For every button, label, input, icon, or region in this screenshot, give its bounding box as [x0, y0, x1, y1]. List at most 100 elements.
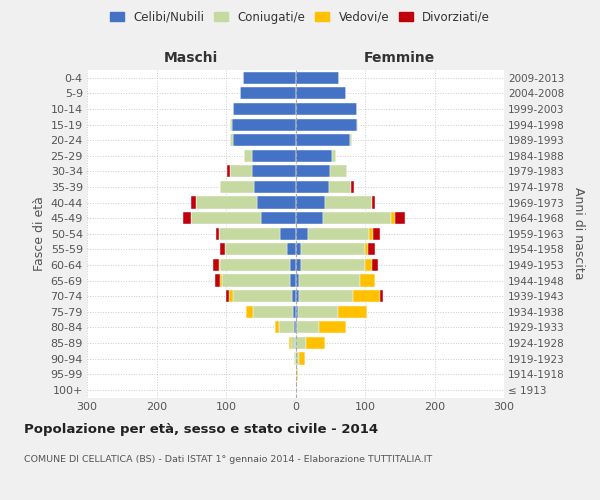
- Bar: [296, 72, 338, 84]
- Bar: [230, 134, 233, 146]
- Bar: [360, 274, 376, 286]
- Text: Femmine: Femmine: [364, 51, 436, 65]
- Bar: [325, 196, 372, 208]
- Bar: [301, 244, 365, 256]
- Bar: [332, 150, 336, 162]
- Bar: [306, 337, 325, 349]
- Bar: [295, 337, 296, 349]
- Bar: [290, 274, 296, 286]
- Bar: [279, 321, 294, 334]
- Bar: [280, 228, 296, 240]
- Bar: [219, 259, 220, 271]
- Bar: [183, 212, 191, 224]
- Bar: [296, 244, 301, 256]
- Bar: [319, 321, 346, 334]
- Bar: [296, 150, 332, 162]
- Bar: [253, 150, 296, 162]
- Bar: [351, 181, 354, 193]
- Bar: [253, 166, 296, 177]
- Text: COMUNE DI CELLATICA (BS) - Dati ISTAT 1° gennaio 2014 - Elaborazione TUTTITALIA.: COMUNE DI CELLATICA (BS) - Dati ISTAT 1°…: [24, 455, 432, 464]
- Bar: [296, 228, 308, 240]
- Bar: [296, 290, 299, 302]
- Bar: [215, 228, 219, 240]
- Bar: [293, 306, 296, 318]
- Bar: [220, 244, 224, 256]
- Bar: [240, 88, 296, 100]
- Bar: [220, 259, 290, 271]
- Bar: [214, 259, 219, 271]
- Bar: [275, 321, 279, 334]
- Bar: [289, 337, 290, 349]
- Bar: [294, 352, 296, 364]
- Bar: [296, 196, 325, 208]
- Bar: [297, 321, 319, 334]
- Bar: [301, 259, 365, 271]
- Bar: [296, 181, 329, 193]
- Y-axis label: Anni di nascita: Anni di nascita: [572, 188, 585, 280]
- Bar: [329, 181, 351, 193]
- Bar: [230, 166, 253, 177]
- Bar: [298, 306, 338, 318]
- Legend: Celibi/Nubili, Coniugati/e, Vedovi/e, Divorziati/e: Celibi/Nubili, Coniugati/e, Vedovi/e, Di…: [105, 6, 495, 28]
- Bar: [323, 212, 391, 224]
- Bar: [226, 290, 229, 302]
- Bar: [299, 290, 353, 302]
- Bar: [353, 290, 380, 302]
- Bar: [296, 368, 297, 380]
- Bar: [296, 134, 350, 146]
- Bar: [373, 228, 380, 240]
- Bar: [246, 306, 253, 318]
- Bar: [372, 196, 376, 208]
- Bar: [294, 321, 296, 334]
- Bar: [232, 118, 296, 130]
- Bar: [191, 212, 261, 224]
- Bar: [224, 244, 287, 256]
- Bar: [257, 196, 296, 208]
- Bar: [230, 118, 232, 130]
- Bar: [227, 166, 230, 177]
- Bar: [296, 352, 299, 364]
- Bar: [380, 290, 383, 302]
- Bar: [233, 103, 296, 115]
- Bar: [368, 244, 376, 256]
- Bar: [296, 88, 346, 100]
- Bar: [296, 321, 297, 334]
- Bar: [287, 244, 296, 256]
- Bar: [290, 259, 296, 271]
- Bar: [296, 103, 356, 115]
- Bar: [296, 274, 299, 286]
- Y-axis label: Fasce di età: Fasce di età: [33, 196, 46, 271]
- Bar: [297, 368, 298, 380]
- Bar: [254, 181, 296, 193]
- Bar: [365, 244, 368, 256]
- Bar: [296, 259, 301, 271]
- Bar: [338, 306, 367, 318]
- Bar: [222, 274, 290, 286]
- Bar: [299, 274, 360, 286]
- Bar: [261, 212, 296, 224]
- Bar: [296, 118, 356, 130]
- Bar: [220, 274, 222, 286]
- Bar: [391, 212, 395, 224]
- Bar: [219, 228, 280, 240]
- Bar: [296, 166, 330, 177]
- Bar: [372, 259, 377, 271]
- Bar: [292, 290, 296, 302]
- Bar: [215, 274, 220, 286]
- Bar: [196, 196, 257, 208]
- Bar: [296, 212, 323, 224]
- Bar: [296, 337, 306, 349]
- Bar: [296, 306, 298, 318]
- Bar: [191, 196, 196, 208]
- Bar: [244, 150, 253, 162]
- Bar: [356, 118, 358, 130]
- Bar: [290, 337, 295, 349]
- Bar: [244, 72, 296, 84]
- Bar: [350, 134, 352, 146]
- Bar: [299, 352, 305, 364]
- Bar: [233, 134, 296, 146]
- Bar: [308, 228, 369, 240]
- Bar: [233, 290, 292, 302]
- Bar: [330, 166, 347, 177]
- Bar: [365, 259, 372, 271]
